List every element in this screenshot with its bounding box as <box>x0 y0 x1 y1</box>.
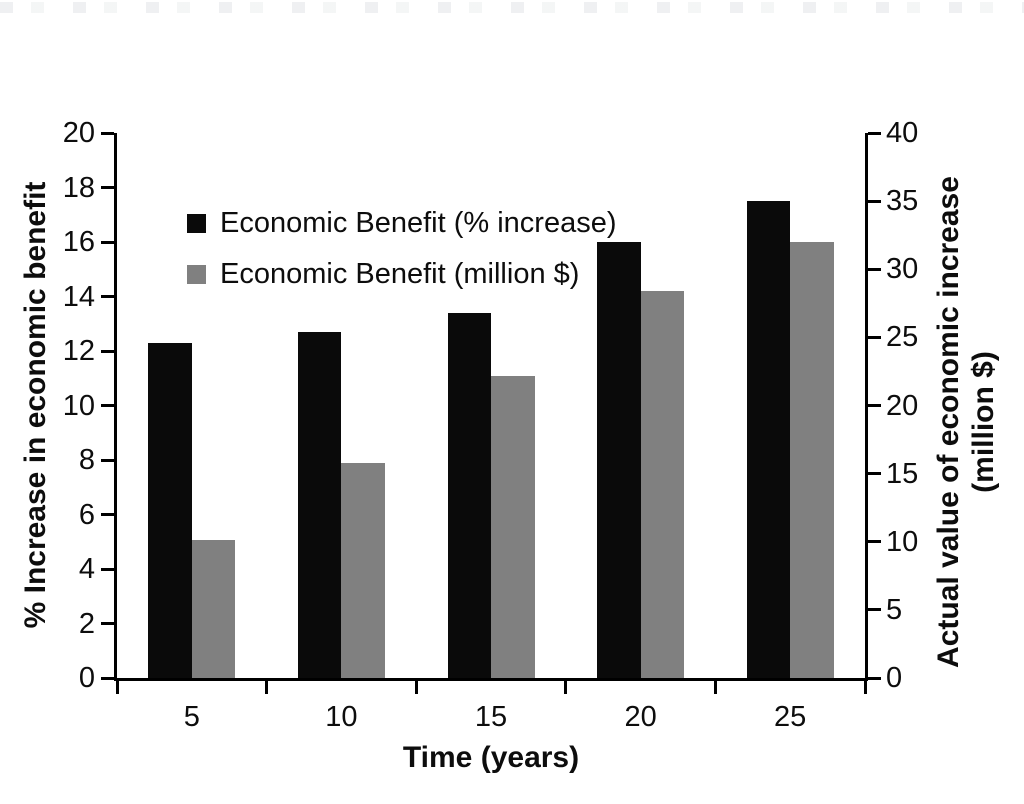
bar-million-15yr <box>491 375 535 678</box>
left-axis-tick-label-10: 10 <box>62 389 95 422</box>
left-axis-tick-label-20: 20 <box>62 117 95 149</box>
scan-artifact-strip <box>0 2 1024 13</box>
left-axis-tick-8 <box>101 458 114 462</box>
bar-million-25yr <box>790 242 834 678</box>
right-axis-title-line2: (million $) <box>967 351 1000 493</box>
bar-pct-5yr <box>148 342 192 678</box>
left-axis-tick-20 <box>101 131 114 135</box>
right-axis-line <box>865 133 868 681</box>
legend: Economic Benefit (% increase) Economic B… <box>187 206 617 291</box>
right-axis-tick-0 <box>868 676 881 680</box>
legend-label-million: Economic Benefit (million $) <box>220 258 580 290</box>
bar-million-20yr <box>640 291 685 678</box>
legend-swatch-million-icon <box>187 264 206 284</box>
x-axis-tick-0 <box>115 681 119 694</box>
left-axis-tick-2 <box>101 622 114 625</box>
left-axis-tick-6 <box>101 513 114 516</box>
x-axis-tick-1 <box>265 681 269 694</box>
left-axis-tick-label-16: 16 <box>62 226 95 258</box>
plot-area: 20 18 16 14 12 10 8 6 4 2 0 40 35 30 25 20 15 10 5 0 5 10 15 20… <box>63 117 919 733</box>
legend-entry-pct: Economic Benefit (% increase) <box>187 206 617 240</box>
x-axis-tick-label-5: 5 <box>183 701 200 733</box>
bar-million-10yr <box>341 462 385 678</box>
legend-swatch-pct-icon <box>187 213 206 233</box>
right-axis-tick-label-30: 30 <box>886 253 919 286</box>
left-axis-tick-label-14: 14 <box>62 280 95 313</box>
right-axis-tick-20 <box>868 404 881 407</box>
left-axis-tick-10 <box>101 404 114 407</box>
right-axis-tick-label-15: 15 <box>886 457 919 490</box>
left-axis-tick-12 <box>101 349 114 353</box>
right-axis-tick-label-25: 25 <box>886 321 919 354</box>
right-axis-tick-30 <box>868 267 881 271</box>
bar-pct-20yr <box>597 242 641 678</box>
right-axis-tick-40 <box>868 131 881 135</box>
legend-label-pct: Economic Benefit (% increase) <box>220 207 617 239</box>
bar-pct-15yr <box>447 312 491 678</box>
left-axis-tick-18 <box>101 186 114 189</box>
left-axis-tick-label-8: 8 <box>78 444 95 476</box>
left-axis-tick-16 <box>101 240 114 244</box>
x-axis-tick-2 <box>414 681 418 694</box>
bar-pct-10yr <box>297 331 342 678</box>
left-axis-tick-label-4: 4 <box>78 553 95 585</box>
right-axis-tick-25 <box>868 335 881 339</box>
legend-entry-million: Economic Benefit (million $) <box>187 257 617 291</box>
right-axis-tick-5 <box>868 608 881 612</box>
right-axis-tick-label-20: 20 <box>886 389 919 422</box>
right-axis-tick-label-10: 10 <box>886 525 919 558</box>
right-axis-tick-15 <box>868 472 881 476</box>
x-axis-tick-4 <box>713 681 717 694</box>
x-axis-tick-label-25: 25 <box>774 701 807 733</box>
right-axis-tick-10 <box>868 540 881 544</box>
right-axis-tick-label-0: 0 <box>886 662 903 694</box>
x-axis-tick-label-20: 20 <box>624 701 657 733</box>
right-axis-tick-label-40: 40 <box>886 117 919 149</box>
left-axis-tick-14 <box>101 295 114 298</box>
left-axis-tick-0 <box>101 676 114 680</box>
left-axis-line <box>114 133 117 681</box>
x-axis-line <box>114 678 868 681</box>
bar-million-5yr <box>191 540 236 678</box>
right-axis-tick-label-35: 35 <box>886 185 919 218</box>
left-axis-tick-label-6: 6 <box>78 498 95 531</box>
left-axis-tick-label-18: 18 <box>62 171 95 204</box>
x-axis-tick-label-10: 10 <box>325 701 358 733</box>
right-axis-tick-35 <box>868 199 881 203</box>
left-axis-tick-label-0: 0 <box>78 662 95 694</box>
left-axis-tick-label-12: 12 <box>62 335 95 367</box>
left-axis-tick-4 <box>101 567 114 571</box>
x-axis-tick-label-15: 15 <box>474 701 508 733</box>
bar-pct-25yr <box>746 201 791 678</box>
right-axis-tick-label-5: 5 <box>886 593 903 626</box>
left-axis-tick-label-2: 2 <box>78 607 95 640</box>
x-axis-title: Time (years) <box>402 741 580 774</box>
x-axis-tick-5 <box>863 681 867 694</box>
x-axis-tick-3 <box>564 681 568 694</box>
